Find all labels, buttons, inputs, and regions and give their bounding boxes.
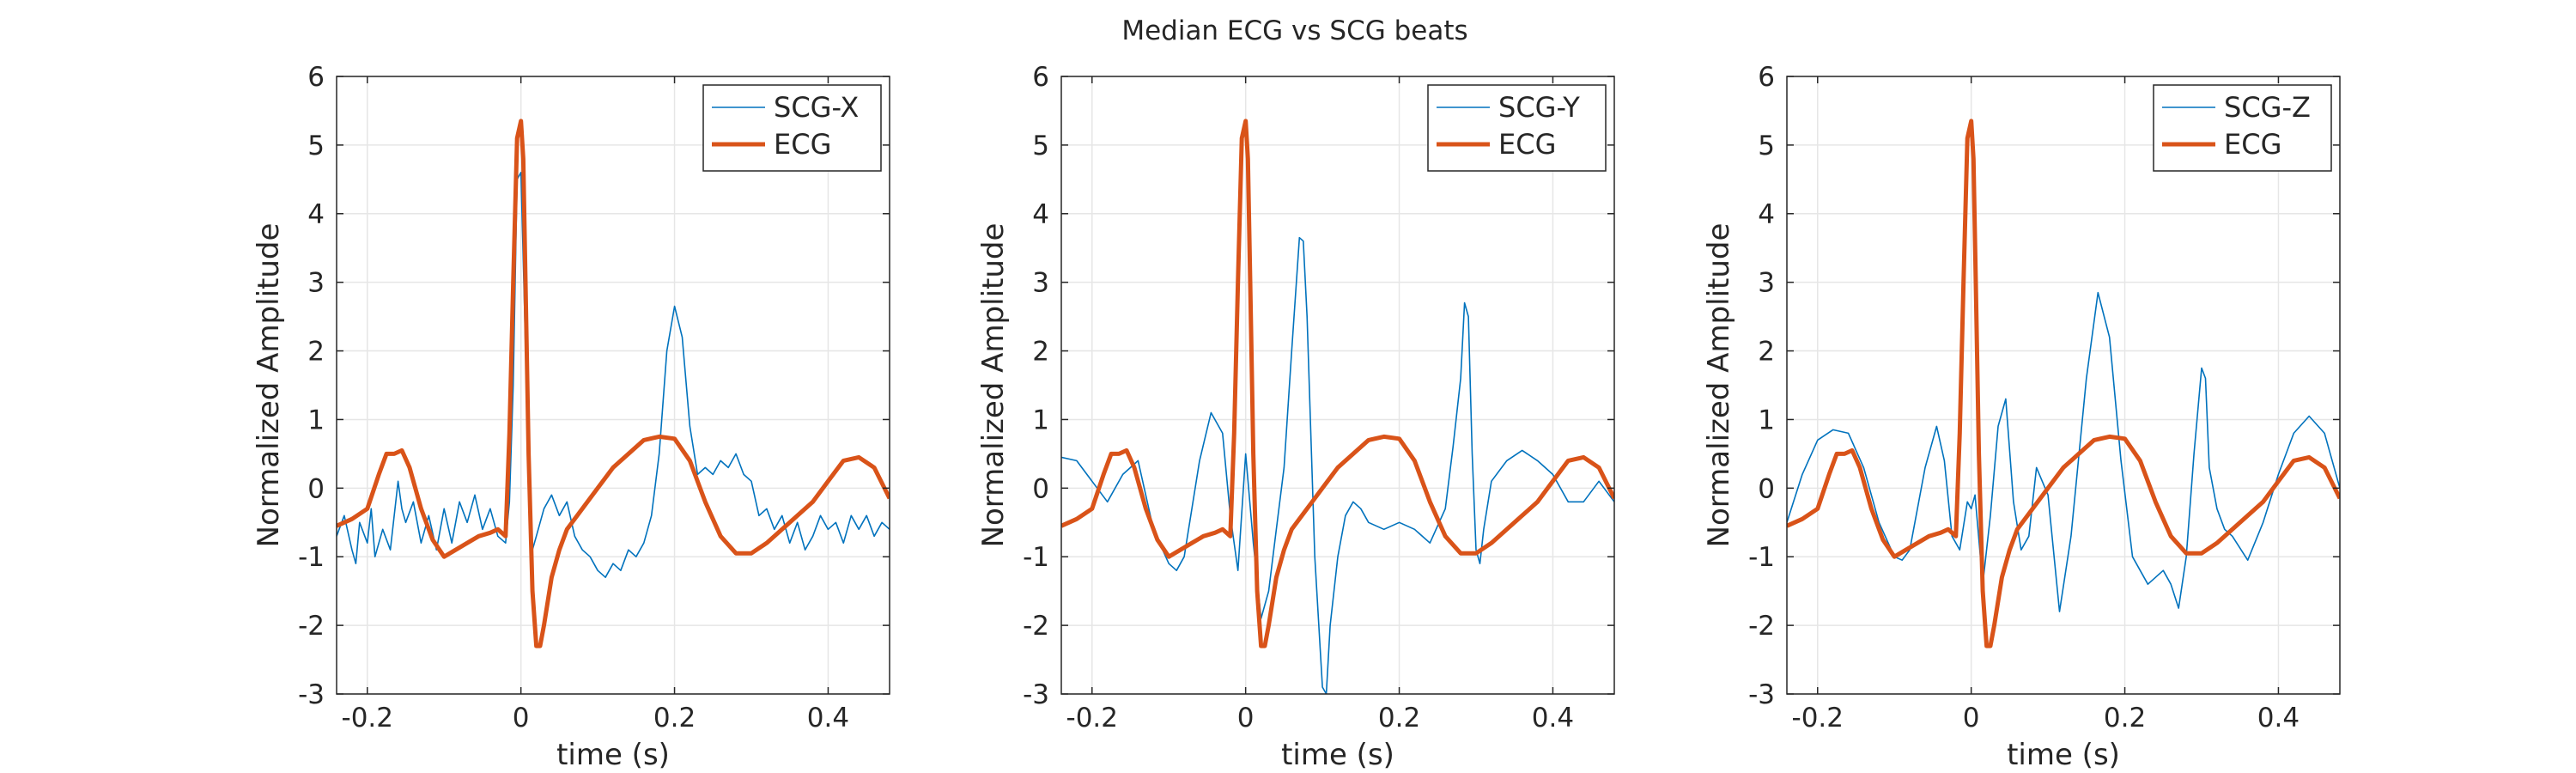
y-axis-label: Normalized Amplitude xyxy=(1702,223,1736,548)
plot-area xyxy=(1061,76,1614,694)
figure-title: Median ECG vs SCG beats xyxy=(1121,15,1467,46)
series-line-scg-z xyxy=(1787,291,2340,612)
series-group xyxy=(337,119,890,648)
y-tick-label: 1 xyxy=(1758,405,1775,435)
y-tick-label: 4 xyxy=(1032,199,1049,230)
legend-box xyxy=(2153,84,2332,172)
y-tick-label: -1 xyxy=(1748,542,1775,573)
legend-label-scg-y: SCG-Y xyxy=(1498,91,1580,124)
axes-box xyxy=(1060,76,1615,695)
axes-box xyxy=(1786,76,2341,695)
legend: SCG-Y ECG xyxy=(1427,84,1607,172)
axes-box xyxy=(336,76,890,695)
x-tick-label: 0.2 xyxy=(1378,703,1420,733)
series-line-ecg xyxy=(337,119,890,648)
x-tick-label: -0.2 xyxy=(1066,703,1119,733)
y-tick-label: 5 xyxy=(307,131,325,161)
x-axis-label: time (s) xyxy=(556,738,670,772)
legend-box xyxy=(702,84,882,172)
y-tick-label: -1 xyxy=(298,542,325,573)
y-tick-label: 3 xyxy=(1758,268,1775,299)
series-group xyxy=(1061,119,1614,694)
legend-label-scg-z: SCG-Z xyxy=(2224,91,2311,124)
y-tick-label: 6 xyxy=(1758,62,1775,93)
x-tick-label: -0.2 xyxy=(342,703,394,733)
y-tick-label: 1 xyxy=(307,405,325,435)
y-tick-label: -2 xyxy=(1023,611,1049,642)
x-tick-label: -0.2 xyxy=(1792,703,1844,733)
legend: SCG-Z ECG xyxy=(2153,84,2332,172)
legend-label-ecg: ECG xyxy=(2224,128,2281,161)
subplot-2: -0.2 0 0.2 0.4 -3 -2 -1 0 1 2 3 4 5 6 time (s) Normaliz… xyxy=(976,62,1615,772)
legend-label-ecg: ECG xyxy=(1498,128,1556,161)
y-tick-label: -3 xyxy=(298,679,325,710)
y-tick-label: 5 xyxy=(1032,131,1049,161)
y-tick-label: 0 xyxy=(1758,473,1775,504)
y-tick-label: 0 xyxy=(1032,473,1049,504)
y-tick-label: 1 xyxy=(1032,405,1049,435)
y-tick-label: 2 xyxy=(1032,337,1049,368)
x-tick-label: 0.4 xyxy=(2257,703,2300,733)
subplot-grid: -0.2 0 0.2 0.4 -3 -2 -1 0 1 2 3 4 5 6 time (s) Normaliz… xyxy=(252,62,2341,772)
x-axis-label: time (s) xyxy=(1281,738,1394,772)
y-tick-label: -3 xyxy=(1023,679,1049,710)
y-tick-label: -3 xyxy=(1748,679,1775,710)
y-tick-label: -1 xyxy=(1023,542,1049,573)
y-tick-label: -2 xyxy=(1748,611,1775,642)
plot-area xyxy=(1787,76,2340,694)
legend-box xyxy=(1427,84,1607,172)
series-line-scg-x xyxy=(337,172,890,578)
x-axis-label: time (s) xyxy=(2007,738,2120,772)
y-tick-label: 6 xyxy=(307,62,325,93)
y-tick-label: 4 xyxy=(307,199,325,230)
y-tick-label: 3 xyxy=(307,268,325,299)
y-tick-label: 0 xyxy=(307,473,325,504)
subplot-1: -0.2 0 0.2 0.4 -3 -2 -1 0 1 2 3 4 5 6 time (s) Normaliz… xyxy=(252,62,890,772)
y-tick-label: -2 xyxy=(298,611,325,642)
legend-label-scg-x: SCG-X xyxy=(774,91,859,124)
x-tick-label: 0.4 xyxy=(1532,703,1574,733)
y-tick-label: 3 xyxy=(1032,268,1049,299)
y-tick-label: 6 xyxy=(1032,62,1049,93)
x-tick-label: 0.4 xyxy=(807,703,849,733)
legend: SCG-X ECG xyxy=(702,84,882,172)
x-tick-label: 0 xyxy=(513,703,530,733)
subplot-3: -0.2 0 0.2 0.4 -3 -2 -1 0 1 2 3 4 5 6 time (s) Normaliz… xyxy=(1702,62,2341,772)
series-line-scg-y xyxy=(1061,236,1614,694)
y-tick-label: 2 xyxy=(307,337,325,368)
y-axis-label: Normalized Amplitude xyxy=(976,223,1011,548)
x-tick-label: 0 xyxy=(1237,703,1255,733)
y-tick-label: 5 xyxy=(1758,131,1775,161)
x-tick-label: 0.2 xyxy=(2104,703,2146,733)
series-line-ecg xyxy=(1061,119,1614,648)
plot-area xyxy=(337,76,890,694)
y-tick-label: 4 xyxy=(1758,199,1775,230)
y-tick-label: 2 xyxy=(1758,337,1775,368)
legend-label-ecg: ECG xyxy=(774,128,831,161)
y-axis-label: Normalized Amplitude xyxy=(252,223,286,548)
x-tick-label: 0.2 xyxy=(653,703,696,733)
series-group xyxy=(1787,119,2340,648)
series-line-ecg xyxy=(1787,119,2340,648)
x-tick-label: 0 xyxy=(1963,703,1980,733)
